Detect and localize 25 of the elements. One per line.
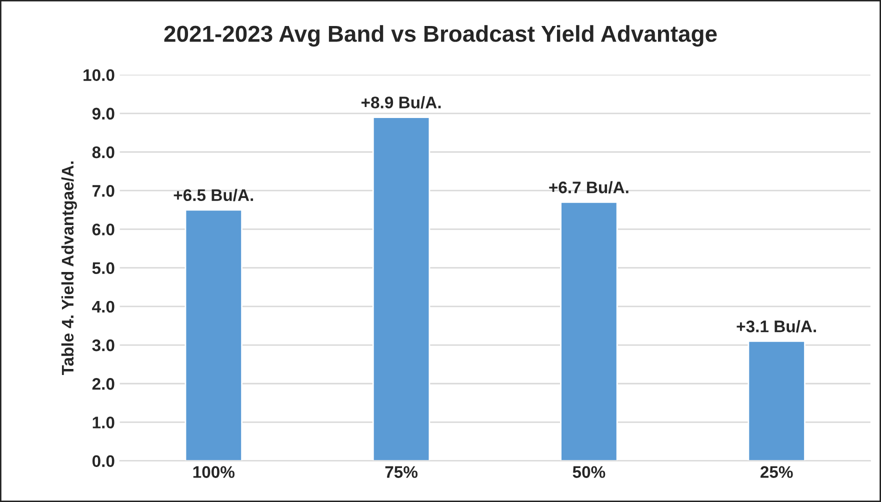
x-tick-label: 50%: [572, 466, 606, 478]
y-tick-label: 2.0: [92, 378, 114, 390]
y-tick-label: 6.0: [92, 224, 114, 236]
bar: [372, 116, 430, 461]
y-tick-label: 9.0: [92, 108, 114, 120]
chart-title: 2021-2023 Avg Band vs Broadcast Yield Advantage: [164, 25, 717, 47]
bar: [184, 209, 242, 461]
data-label: +8.9 Bu/A.: [361, 96, 441, 109]
y-tick-label: 1.0: [92, 416, 114, 428]
y-tick-label: 4.0: [92, 300, 114, 313]
y-tick-label: 5.0: [92, 262, 114, 274]
x-tick-label: 25%: [760, 466, 793, 478]
y-axis-title: Table 4. Yield Advantgae/A.: [61, 162, 77, 376]
y-tick-label: 8.0: [92, 146, 114, 158]
y-tick-label: 0.0: [92, 455, 114, 468]
bar: [560, 201, 618, 461]
data-label: +6.7 Bu/A.: [549, 181, 628, 194]
y-tick-label: 7.0: [92, 185, 114, 197]
x-tick-label: 75%: [385, 466, 418, 478]
y-tick-label: 3.0: [92, 339, 114, 352]
y-tick-label: 10.0: [84, 69, 114, 81]
data-label: +6.5 Bu/A.: [174, 188, 254, 202]
x-tick-label: 100%: [193, 466, 235, 478]
bar: [748, 340, 806, 461]
data-label: +3.1 Bu/A.: [736, 320, 816, 332]
